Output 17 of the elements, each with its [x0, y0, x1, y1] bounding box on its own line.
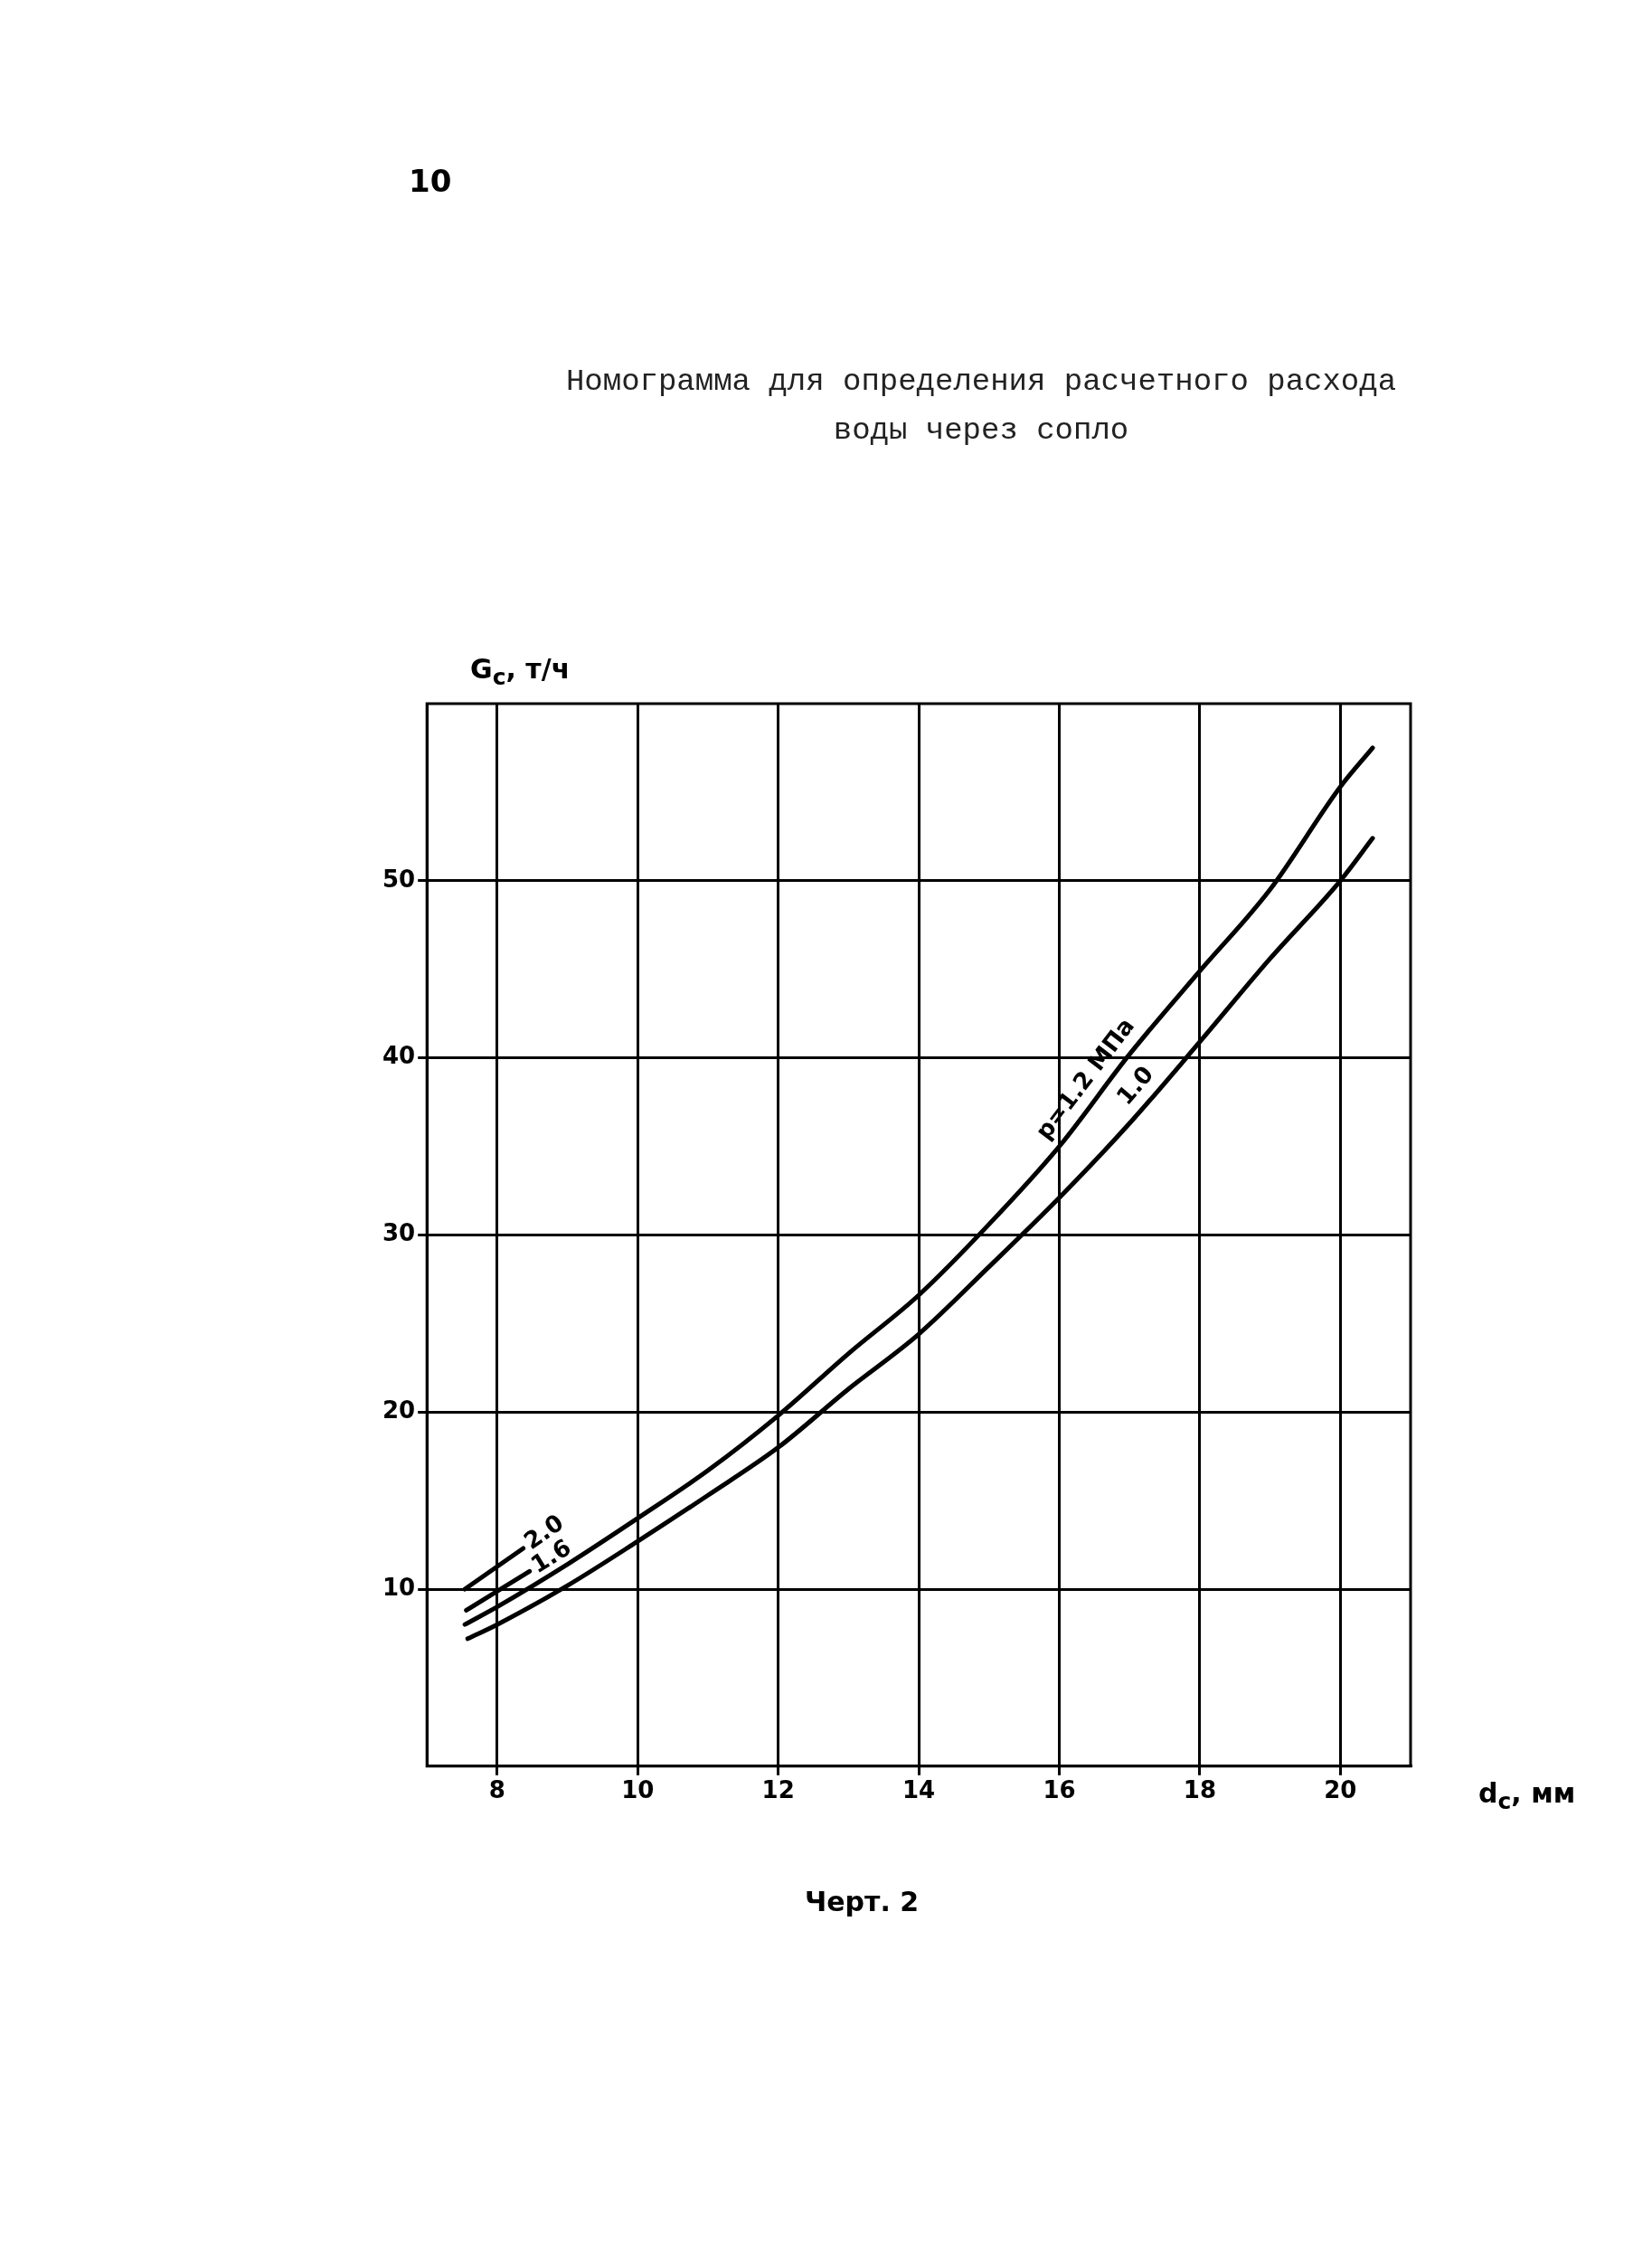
- x-tick-label: 18: [1183, 1776, 1216, 1804]
- text: Черт. 2: [805, 1886, 920, 1917]
- chart-title: Номограмма для определения расчетного расхода воды через сопло: [564, 364, 1398, 450]
- x-tick-label: 14: [902, 1776, 936, 1804]
- x-tick-label: 16: [1043, 1776, 1076, 1804]
- x-tick-label: 8: [488, 1776, 505, 1804]
- y-tick-label: 20: [382, 1396, 416, 1424]
- y-tick-label: 50: [382, 865, 416, 893]
- x-tick-label: 10: [621, 1776, 655, 1804]
- x-axis-title: d$_{c}$, мм: [1478, 1777, 1576, 1814]
- y-tick-label: 10: [382, 1573, 416, 1601]
- y-tick-label: 30: [382, 1219, 416, 1247]
- text: 10: [409, 163, 452, 199]
- y-axis-title: G$_{c}$, т/ч: [470, 653, 571, 690]
- y-tick-label: 40: [382, 1042, 416, 1070]
- x-tick-label: 12: [761, 1776, 795, 1804]
- x-tick-label: 20: [1324, 1776, 1357, 1804]
